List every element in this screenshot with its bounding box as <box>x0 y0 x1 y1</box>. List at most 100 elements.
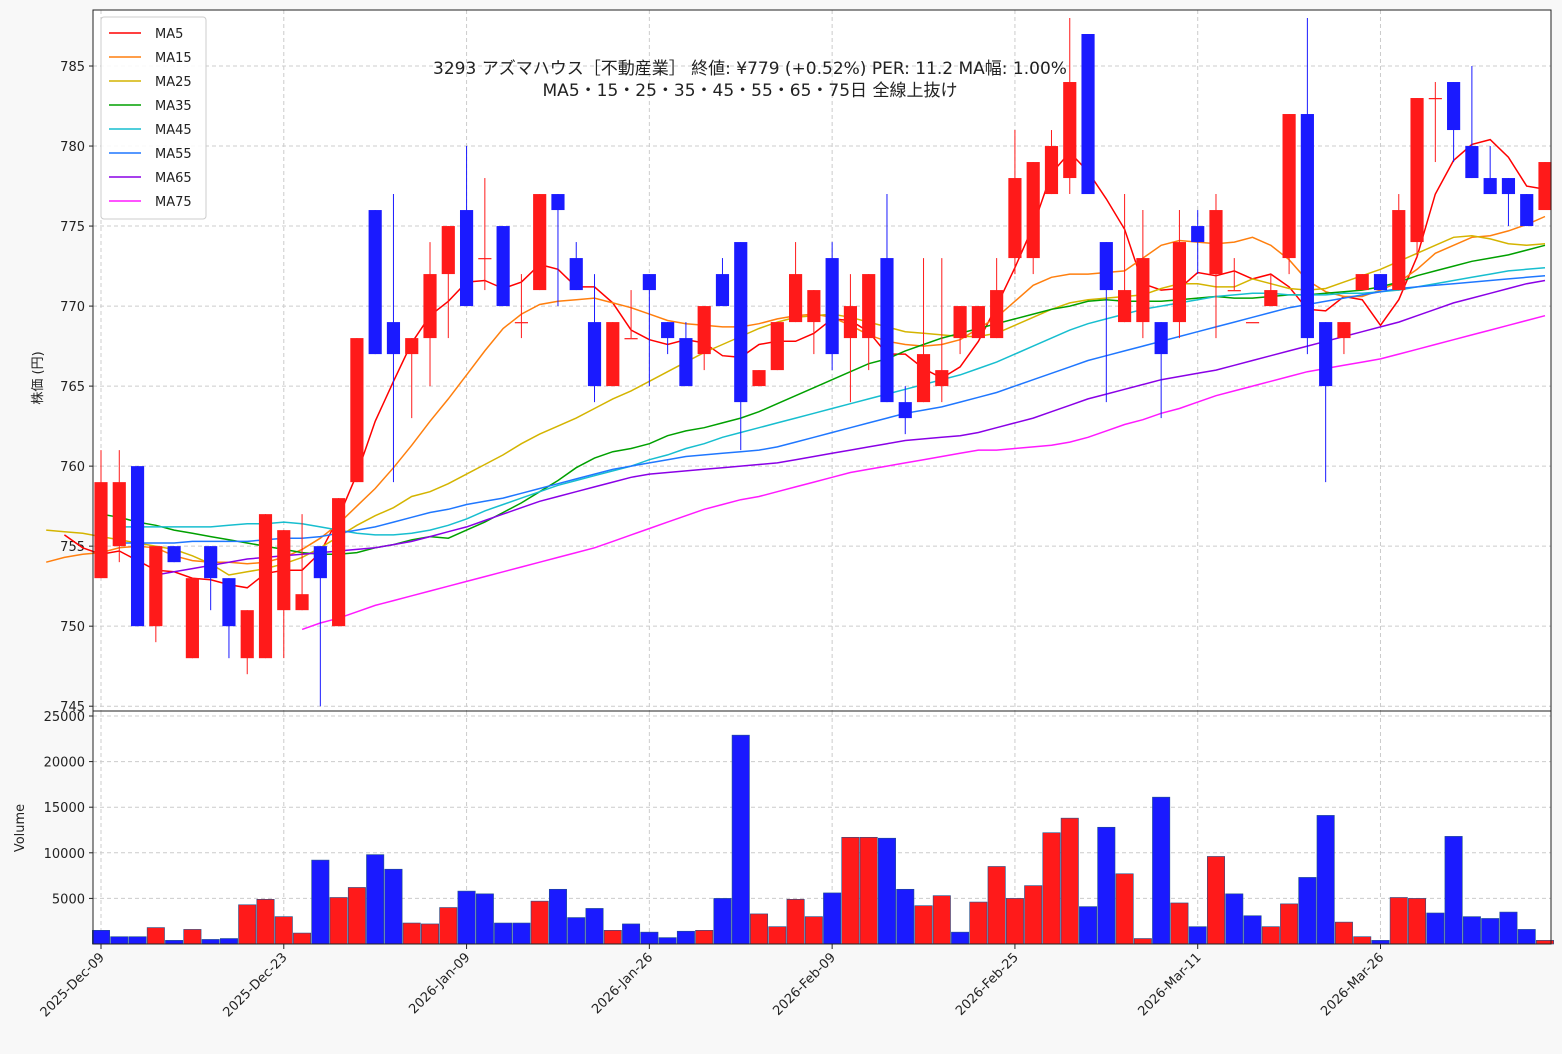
volume-bar <box>1042 832 1061 945</box>
candle-body <box>624 338 638 340</box>
volume-bar <box>421 923 439 945</box>
candle-body <box>1392 210 1406 291</box>
volume-bar <box>1152 796 1171 945</box>
candle-body <box>1209 210 1223 275</box>
price-tick-label: 750 <box>60 620 85 635</box>
volume-bar <box>92 930 110 945</box>
volume-bar <box>804 916 823 945</box>
candle-body <box>825 258 839 355</box>
candle-body <box>423 274 437 339</box>
volume-bar <box>1133 938 1152 945</box>
volume-bar <box>750 913 769 945</box>
candle-body <box>843 306 857 339</box>
volume-panel: 5000 10000 15000 20000 25000 <box>44 710 1554 945</box>
candle-body <box>94 482 108 579</box>
candle-body <box>697 306 711 355</box>
volume-bar <box>439 907 458 945</box>
legend: MA5 MA15 MA25 MA35 MA45 MA55 MA65 MA75 <box>100 16 207 220</box>
candle-body <box>1337 322 1351 339</box>
candle-body <box>313 546 327 579</box>
price-tick-label: 745 <box>60 700 85 715</box>
candle-body <box>953 306 967 339</box>
candle-body <box>533 194 547 291</box>
volume-bar <box>530 900 549 945</box>
volume-bar <box>1097 826 1116 945</box>
candle-body <box>514 322 528 324</box>
candle-body <box>1026 162 1040 259</box>
price-plot-area <box>93 10 1551 711</box>
candle-body <box>679 338 693 387</box>
candle-body <box>916 354 931 403</box>
volume-bar <box>329 897 348 945</box>
volume-bar <box>457 890 476 945</box>
volume-bar <box>165 940 184 945</box>
volume-tick-label: 5000 <box>52 892 85 907</box>
candle-body <box>642 274 656 291</box>
candle-body <box>1136 258 1150 323</box>
candle-body <box>1063 82 1077 179</box>
candle-body <box>587 322 602 387</box>
volume-bar <box>932 895 951 945</box>
candle-body <box>332 498 346 627</box>
candle-body <box>167 546 181 563</box>
volume-bar <box>640 931 659 945</box>
volume-tick-label: 10000 <box>44 847 85 862</box>
volume-bar <box>786 899 805 945</box>
volume-bar <box>1298 877 1317 945</box>
volume-bar <box>219 938 238 945</box>
candle-body <box>149 546 163 627</box>
volume-bar <box>658 937 677 945</box>
candle-body <box>569 258 583 291</box>
candle-body <box>752 370 766 387</box>
volume-bar <box>1060 817 1079 945</box>
volume-bar <box>494 922 513 945</box>
candle-body <box>1118 290 1132 323</box>
volume-bar <box>1005 898 1024 945</box>
volume-bar <box>475 893 494 945</box>
price-panel: 745 750 755 760 765 770 775 780 785 <box>46 9 1552 715</box>
candle-body <box>258 514 273 659</box>
candle-body <box>734 242 748 403</box>
legend-label: MA25 <box>155 75 192 90</box>
legend-label: MA35 <box>155 99 192 114</box>
volume-bar <box>274 916 293 945</box>
candle-body <box>405 338 419 355</box>
candle-body <box>185 578 199 659</box>
volume-bar <box>311 859 330 945</box>
candle-body <box>661 322 675 339</box>
volume-bar <box>512 922 531 945</box>
candle-body <box>770 322 784 371</box>
price-tick-label: 780 <box>60 140 85 155</box>
price-tick-label: 775 <box>60 220 85 235</box>
volume-bar <box>987 866 1006 945</box>
volume-bar <box>1517 929 1536 945</box>
volume-bar <box>731 734 750 945</box>
price-tick-label: 765 <box>60 380 85 395</box>
candle-body <box>1465 146 1479 179</box>
candle-body <box>1428 98 1442 100</box>
legend-label: MA65 <box>155 171 192 186</box>
candle-body <box>130 466 145 627</box>
candle-body <box>1520 194 1534 227</box>
candle-body <box>1245 322 1260 324</box>
volume-bar <box>128 936 147 945</box>
volume-bar <box>110 936 129 945</box>
price-y-label: 株価 (円) <box>31 351 46 404</box>
candle-body <box>478 258 492 260</box>
candle-body <box>441 226 455 275</box>
volume-bar <box>1261 926 1280 945</box>
volume-bar <box>366 854 385 945</box>
volume-bar <box>402 922 421 945</box>
candle-body <box>350 338 364 483</box>
candle-body <box>277 530 291 611</box>
candle-body <box>1373 274 1388 291</box>
volume-bar <box>201 939 220 945</box>
candle-body <box>496 226 510 307</box>
candle-body <box>1264 290 1278 307</box>
ma-line-ma5 <box>63 138 1546 589</box>
candle-body <box>368 210 382 355</box>
volume-bar <box>1316 815 1335 945</box>
volume-bar <box>603 930 622 945</box>
